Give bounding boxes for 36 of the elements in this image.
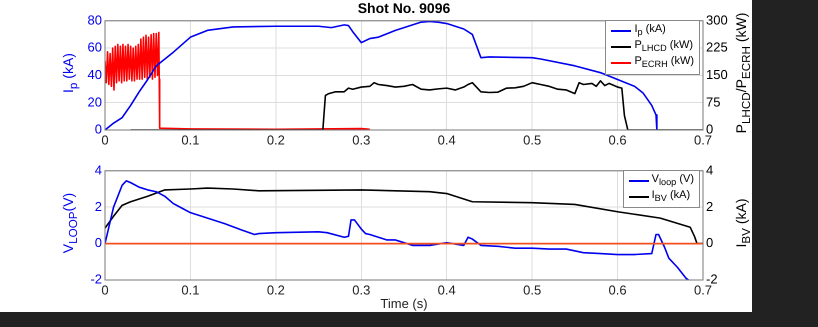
y2-tick-label: 300 — [706, 12, 728, 28]
y-tick-label: 20 — [88, 94, 102, 110]
y-tick-label: 60 — [88, 40, 102, 55]
y-tick-label: 2 — [94, 198, 102, 214]
x-tick-label: 0.6 — [608, 282, 627, 298]
y-tick-label: 4 — [94, 162, 102, 178]
x-tick-label: 0.5 — [523, 282, 542, 298]
y-tick-label: -2 — [90, 272, 102, 287]
x-tick-label: 0.3 — [352, 282, 370, 298]
x-tick-label: 0.6 — [608, 132, 627, 148]
legend-label: I$_{BV}$ (kA) — [652, 189, 690, 206]
x-tick-label: 0.4 — [438, 282, 456, 298]
legend-label: I$_{p}$ (kA) — [634, 23, 666, 40]
x-tick-label: 0.4 — [438, 132, 456, 148]
x-axis-title: Time (s) — [380, 296, 428, 311]
y-tick-label: 80 — [88, 12, 102, 28]
y2-tick-label: 75 — [706, 94, 720, 110]
x-tick-label: 0.2 — [266, 282, 285, 298]
x-tick-label: 0.3 — [352, 132, 370, 148]
y2-tick-label: 150 — [706, 66, 728, 82]
x-tick-label: 0.1 — [181, 132, 200, 148]
legend-label: P$_{LHCD}$ (kW) — [634, 39, 693, 56]
chart-title: Shot No. 9096 — [358, 0, 450, 16]
legend-label: P$_{ECRH}$ (kW) — [634, 55, 694, 72]
y-tick-label: 0 — [94, 235, 102, 250]
y2-tick-label: 0 — [706, 122, 714, 137]
y2-tick-label: 4 — [706, 162, 714, 178]
y2-tick-label: 2 — [706, 198, 714, 214]
y2-tick-label: 225 — [706, 40, 728, 55]
x-tick-label: 0.5 — [523, 132, 542, 148]
y-tick-label: 40 — [88, 66, 102, 82]
x-tick-label: 0.2 — [266, 132, 285, 148]
legend-label: V$_{loop}$ (V) — [652, 173, 694, 190]
y-tick-label: 0 — [94, 122, 102, 137]
x-tick-label: 0.1 — [181, 282, 200, 298]
y2-tick-label: 0 — [706, 235, 714, 250]
